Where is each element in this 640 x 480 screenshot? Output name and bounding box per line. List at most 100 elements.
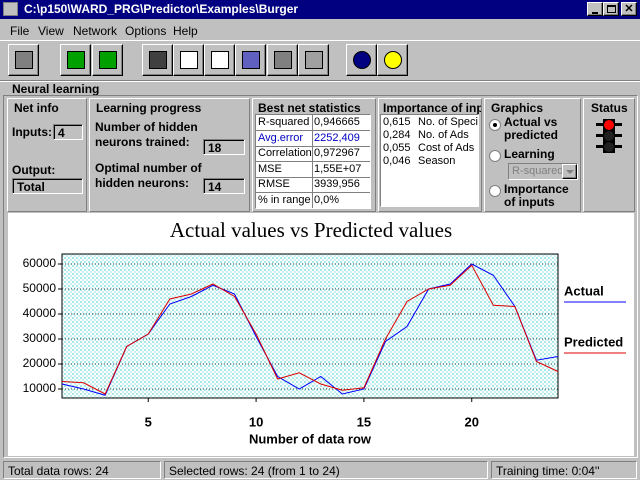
- stat-value: 0,972967: [314, 147, 360, 160]
- close-button[interactable]: ✕: [621, 2, 637, 16]
- app-icon: [3, 2, 18, 16]
- panel-title: Net info: [14, 101, 59, 115]
- menu-item[interactable]: View: [38, 24, 64, 38]
- toolbar-button[interactable]: [267, 44, 298, 76]
- status-panel: Status: [583, 98, 635, 212]
- section-label: Neural learning: [12, 82, 100, 96]
- toolbar-button[interactable]: [60, 44, 91, 76]
- dropdown-value: R-squared: [512, 165, 564, 177]
- legend-label: Actual: [564, 283, 604, 298]
- radio[interactable]: [489, 150, 501, 162]
- chart: Actual values vs Predicted values Number…: [8, 213, 634, 456]
- panel-title: Learning progress: [96, 101, 202, 115]
- table-rule: [312, 115, 313, 208]
- toolbar-button[interactable]: [346, 44, 377, 76]
- panel-title: Status: [591, 101, 628, 115]
- y-tick-label: 30000: [23, 331, 57, 345]
- label: Output:: [12, 163, 56, 177]
- stat-value: 3939,956: [314, 178, 360, 191]
- stat-name: MSE: [258, 162, 282, 175]
- toolbar-icon: [99, 51, 117, 69]
- stat-name: R-squared: [258, 116, 310, 128]
- importance-value: 0,046: [383, 155, 411, 167]
- menu-item[interactable]: Network: [73, 24, 118, 38]
- legend-label: Predicted: [564, 334, 623, 349]
- stat-value: 0,0%: [314, 194, 340, 206]
- title-bar: C:\p150\WARD_PRG\Predictor\Examples\Burg…: [0, 0, 640, 19]
- toolbar-button[interactable]: [377, 44, 408, 76]
- trained-field: 18: [203, 139, 245, 155]
- importance-name: No. of Speci: [418, 116, 478, 128]
- output-field: Total: [12, 178, 83, 194]
- panel-title: Graphics: [491, 101, 544, 115]
- toolbar-button[interactable]: [173, 44, 204, 76]
- separator: [0, 81, 640, 82]
- importance-name: Season: [418, 155, 456, 167]
- traffic-light: [596, 119, 622, 153]
- status-field: Training time: 0:04'': [491, 461, 637, 479]
- radio-label[interactable]: Actual vs predicted: [504, 115, 559, 142]
- label: Optimal number of hidden neurons:: [95, 161, 202, 190]
- toolbar-button[interactable]: [235, 44, 266, 76]
- radio-label[interactable]: Importance of inputs: [504, 182, 569, 209]
- importance-value: 0,615: [383, 116, 411, 128]
- toolbar-button[interactable]: [298, 44, 329, 76]
- toolbar-button[interactable]: [92, 44, 123, 76]
- net-info-panel: Net info Inputs: 4 Output: Total: [7, 98, 87, 212]
- importance-value: 0,055: [383, 142, 411, 154]
- stat-name: RMSE: [258, 178, 290, 191]
- toolbar-icon: [15, 51, 33, 69]
- panel-title: Importance of inp: [383, 101, 482, 115]
- stat-name: % in range: [258, 194, 311, 206]
- importance-value: 0,284: [383, 129, 411, 141]
- stat-value: 2252,409: [314, 131, 360, 144]
- y-tick-label: 50000: [23, 281, 57, 295]
- inputs-field: 4: [53, 124, 83, 140]
- maximize-button[interactable]: [603, 2, 619, 16]
- radio[interactable]: [489, 185, 501, 197]
- x-axis-label: Number of data row: [249, 431, 372, 446]
- dropdown[interactable]: R-squared: [508, 163, 578, 180]
- toolbar-button[interactable]: [142, 44, 173, 76]
- table-rule: [256, 208, 371, 209]
- toolbar-button[interactable]: [8, 44, 39, 76]
- statistics-table: R-squared 0,946665 Avg.error 2252,409 Correl…: [255, 114, 371, 209]
- dropdown-button[interactable]: [562, 164, 577, 179]
- menu-item[interactable]: Options: [125, 24, 167, 38]
- data-line: [61, 264, 559, 395]
- label: Inputs:: [12, 125, 52, 139]
- stat-name: Avg.error: [258, 131, 304, 144]
- toolbar-button[interactable]: [204, 44, 235, 76]
- menu-item[interactable]: Help: [173, 24, 198, 38]
- minimize-button[interactable]: [587, 2, 603, 16]
- graphics-panel: Graphics Actual vs predicted Learning R-…: [484, 98, 581, 212]
- x-tick-label: 5: [145, 414, 152, 429]
- y-tick-label: 20000: [23, 356, 57, 370]
- best-net-statistics-panel: Best net statistics R-squared 0,946665 Avg…: [252, 98, 376, 212]
- radio-selected[interactable]: [489, 119, 501, 131]
- plot-border: [61, 253, 559, 399]
- status-field: Total data rows: 24: [3, 461, 161, 479]
- section-frame: [3, 95, 638, 458]
- table-rule: [256, 130, 370, 131]
- toolbar-icon: [180, 51, 198, 69]
- toolbar-icon: [305, 51, 323, 69]
- menu-item[interactable]: File: [10, 24, 30, 38]
- y-tick-label: 10000: [23, 381, 57, 395]
- stat-value: 0,946665: [314, 116, 360, 128]
- panel-title: Best net statistics: [258, 101, 361, 115]
- plot-area: [62, 254, 558, 398]
- toolbar-icon: [274, 51, 292, 69]
- toolbar-icon: [353, 51, 371, 69]
- radio-label[interactable]: Learning: [504, 147, 555, 161]
- toolbar-icon: [242, 51, 260, 69]
- x-tick-label: 20: [465, 414, 479, 429]
- chart-title: Actual values vs Predicted values: [170, 218, 452, 242]
- toolbar-icon: [149, 51, 167, 69]
- x-tick-label: 15: [357, 414, 371, 429]
- label: Number of hidden neurons trained:: [95, 120, 198, 149]
- table-rule: [256, 161, 370, 163]
- learning-progress-panel: Learning progress Number of hidden neuro…: [89, 98, 250, 212]
- importance-panel: Importance of inp 0,615 No. of Speci 0,284…: [378, 98, 482, 212]
